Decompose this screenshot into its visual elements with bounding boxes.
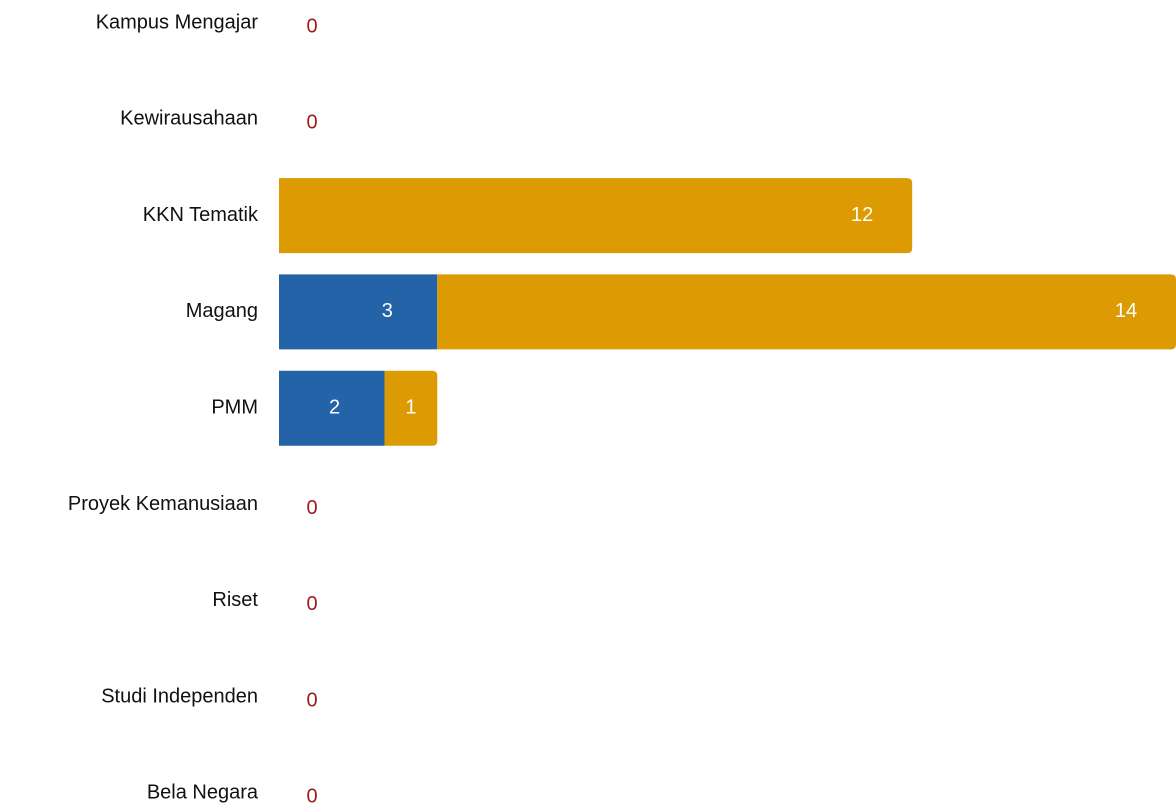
zero-label: 0 <box>306 497 317 519</box>
bar-segment <box>279 274 438 350</box>
zero-label: 0 <box>306 689 317 711</box>
zero-label: 0 <box>306 112 317 134</box>
value-label: 14 <box>1115 300 1137 322</box>
category-label: Kampus Mengajar <box>96 11 259 33</box>
value-label: 3 <box>382 300 393 322</box>
value-label: 2 <box>329 396 340 418</box>
bar-segment <box>437 274 1176 350</box>
category-label: Bela Negara <box>147 782 259 803</box>
category-label: Kewirausahaan <box>120 108 258 130</box>
value-label: 1 <box>405 396 416 418</box>
zero-label: 0 <box>306 15 317 37</box>
category-label: KKN Tematik <box>143 204 259 226</box>
category-label: PMM <box>211 396 258 418</box>
bar-segment <box>279 370 385 446</box>
bar-segment <box>384 370 438 446</box>
category-label: Magang <box>186 300 258 322</box>
zero-label: 0 <box>306 593 317 615</box>
category-label: Proyek Kemanusiaan <box>68 493 258 515</box>
value-label: 12 <box>851 204 873 226</box>
category-label: Riset <box>212 589 258 611</box>
zero-label: 0 <box>306 786 317 803</box>
category-label: Studi Independen <box>101 685 258 707</box>
bar-segment <box>279 178 913 254</box>
